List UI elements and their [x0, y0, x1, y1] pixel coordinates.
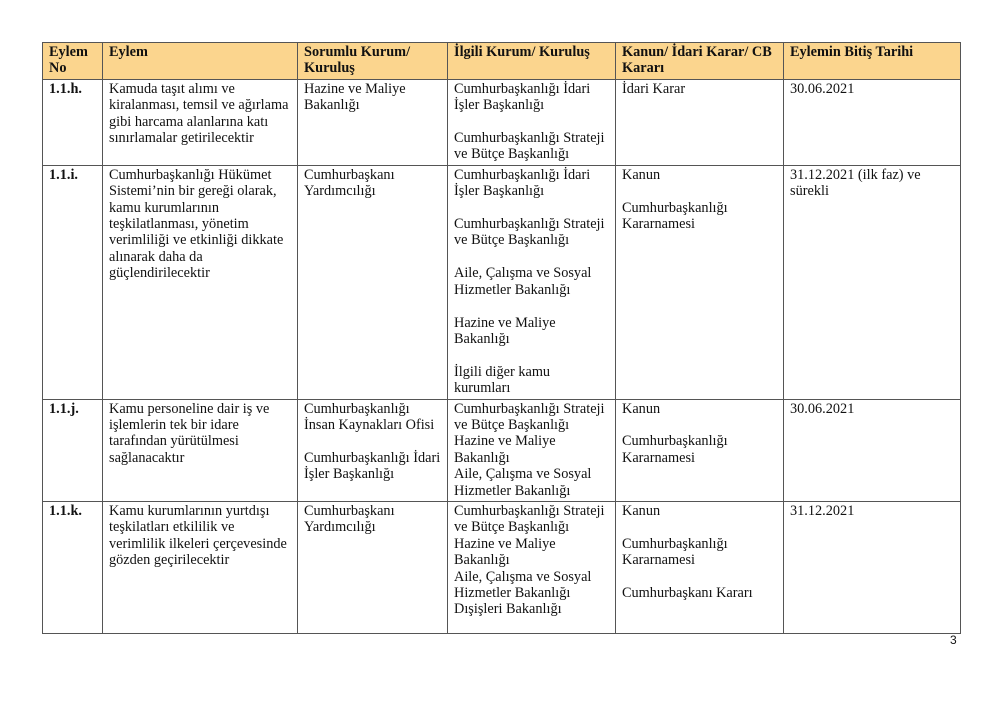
cell-responsible: Cumhurbaşkanlığı İnsan Kaynakları Ofisi … [297, 398, 448, 502]
header-end-date: Eylemin Bitiş Tarihi [783, 42, 961, 80]
header-action-no: Eylem No [42, 42, 103, 80]
cell-related: Cumhurbaşkanlığı Strateji ve Bütçe Başka… [447, 500, 616, 634]
action-plan-table: Eylem No Eylem Sorumlu Kurum/ Kuruluş İl… [42, 42, 961, 634]
cell-action-no: 1.1.j. [42, 398, 103, 502]
cell-action: Kamu personeline dair iş ve işlemlerin t… [102, 398, 298, 502]
header-row: Eylem No Eylem Sorumlu Kurum/ Kuruluş İl… [42, 42, 961, 80]
cell-law: Kanun Cumhurbaşkanlığı Kararnamesi [615, 164, 784, 400]
table-row: 1.1.h. Kamuda taşıt alımı ve kiralanması,… [42, 78, 961, 166]
cell-end-date: 31.12.2021 (ilk faz) ve sürekli [783, 164, 961, 400]
cell-responsible: Cumhurbaşkanı Yardımcılığı [297, 164, 448, 400]
table-row: 1.1.i. Cumhurbaşkanlığı Hükümet Sistemi’n… [42, 164, 961, 400]
header-related: İlgili Kurum/ Kuruluş [447, 42, 616, 80]
header-responsible: Sorumlu Kurum/ Kuruluş [297, 42, 448, 80]
cell-related: Cumhurbaşkanlığı Strateji ve Bütçe Başka… [447, 398, 616, 502]
cell-law: Kanun Cumhurbaşkanlığı Kararnamesi Cumhu… [615, 500, 784, 634]
cell-end-date: 31.12.2021 [783, 500, 961, 634]
cell-end-date: 30.06.2021 [783, 398, 961, 502]
cell-law: İdari Karar [615, 78, 784, 166]
cell-action-no: 1.1.k. [42, 500, 103, 634]
cell-action: Cumhurbaşkanlığı Hükümet Sistemi’nin bir… [102, 164, 298, 400]
table-row: 1.1.j. Kamu personeline dair iş ve işleml… [42, 398, 961, 502]
header-law: Kanun/ İdari Karar/ CB Kararı [615, 42, 784, 80]
cell-action-no: 1.1.h. [42, 78, 103, 166]
cell-end-date: 30.06.2021 [783, 78, 961, 166]
cell-law: Kanun Cumhurbaşkanlığı Kararnamesi [615, 398, 784, 502]
table-row: 1.1.k. Kamu kurumlarının yurtdışı teşkila… [42, 500, 961, 634]
cell-related: Cumhurbaşkanlığı İdari İşler Başkanlığı … [447, 78, 616, 166]
cell-responsible: Cumhurbaşkanı Yardımcılığı [297, 500, 448, 634]
header-action: Eylem [102, 42, 298, 80]
cell-action: Kamu kurumlarının yurtdışı teşkilatları … [102, 500, 298, 634]
cell-responsible: Hazine ve Maliye Bakanlığı [297, 78, 448, 166]
cell-action: Kamuda taşıt alımı ve kiralanması, temsi… [102, 78, 298, 166]
page-number: 3 [950, 633, 957, 647]
cell-related: Cumhurbaşkanlığı İdari İşler Başkanlığı … [447, 164, 616, 400]
cell-action-no: 1.1.i. [42, 164, 103, 400]
